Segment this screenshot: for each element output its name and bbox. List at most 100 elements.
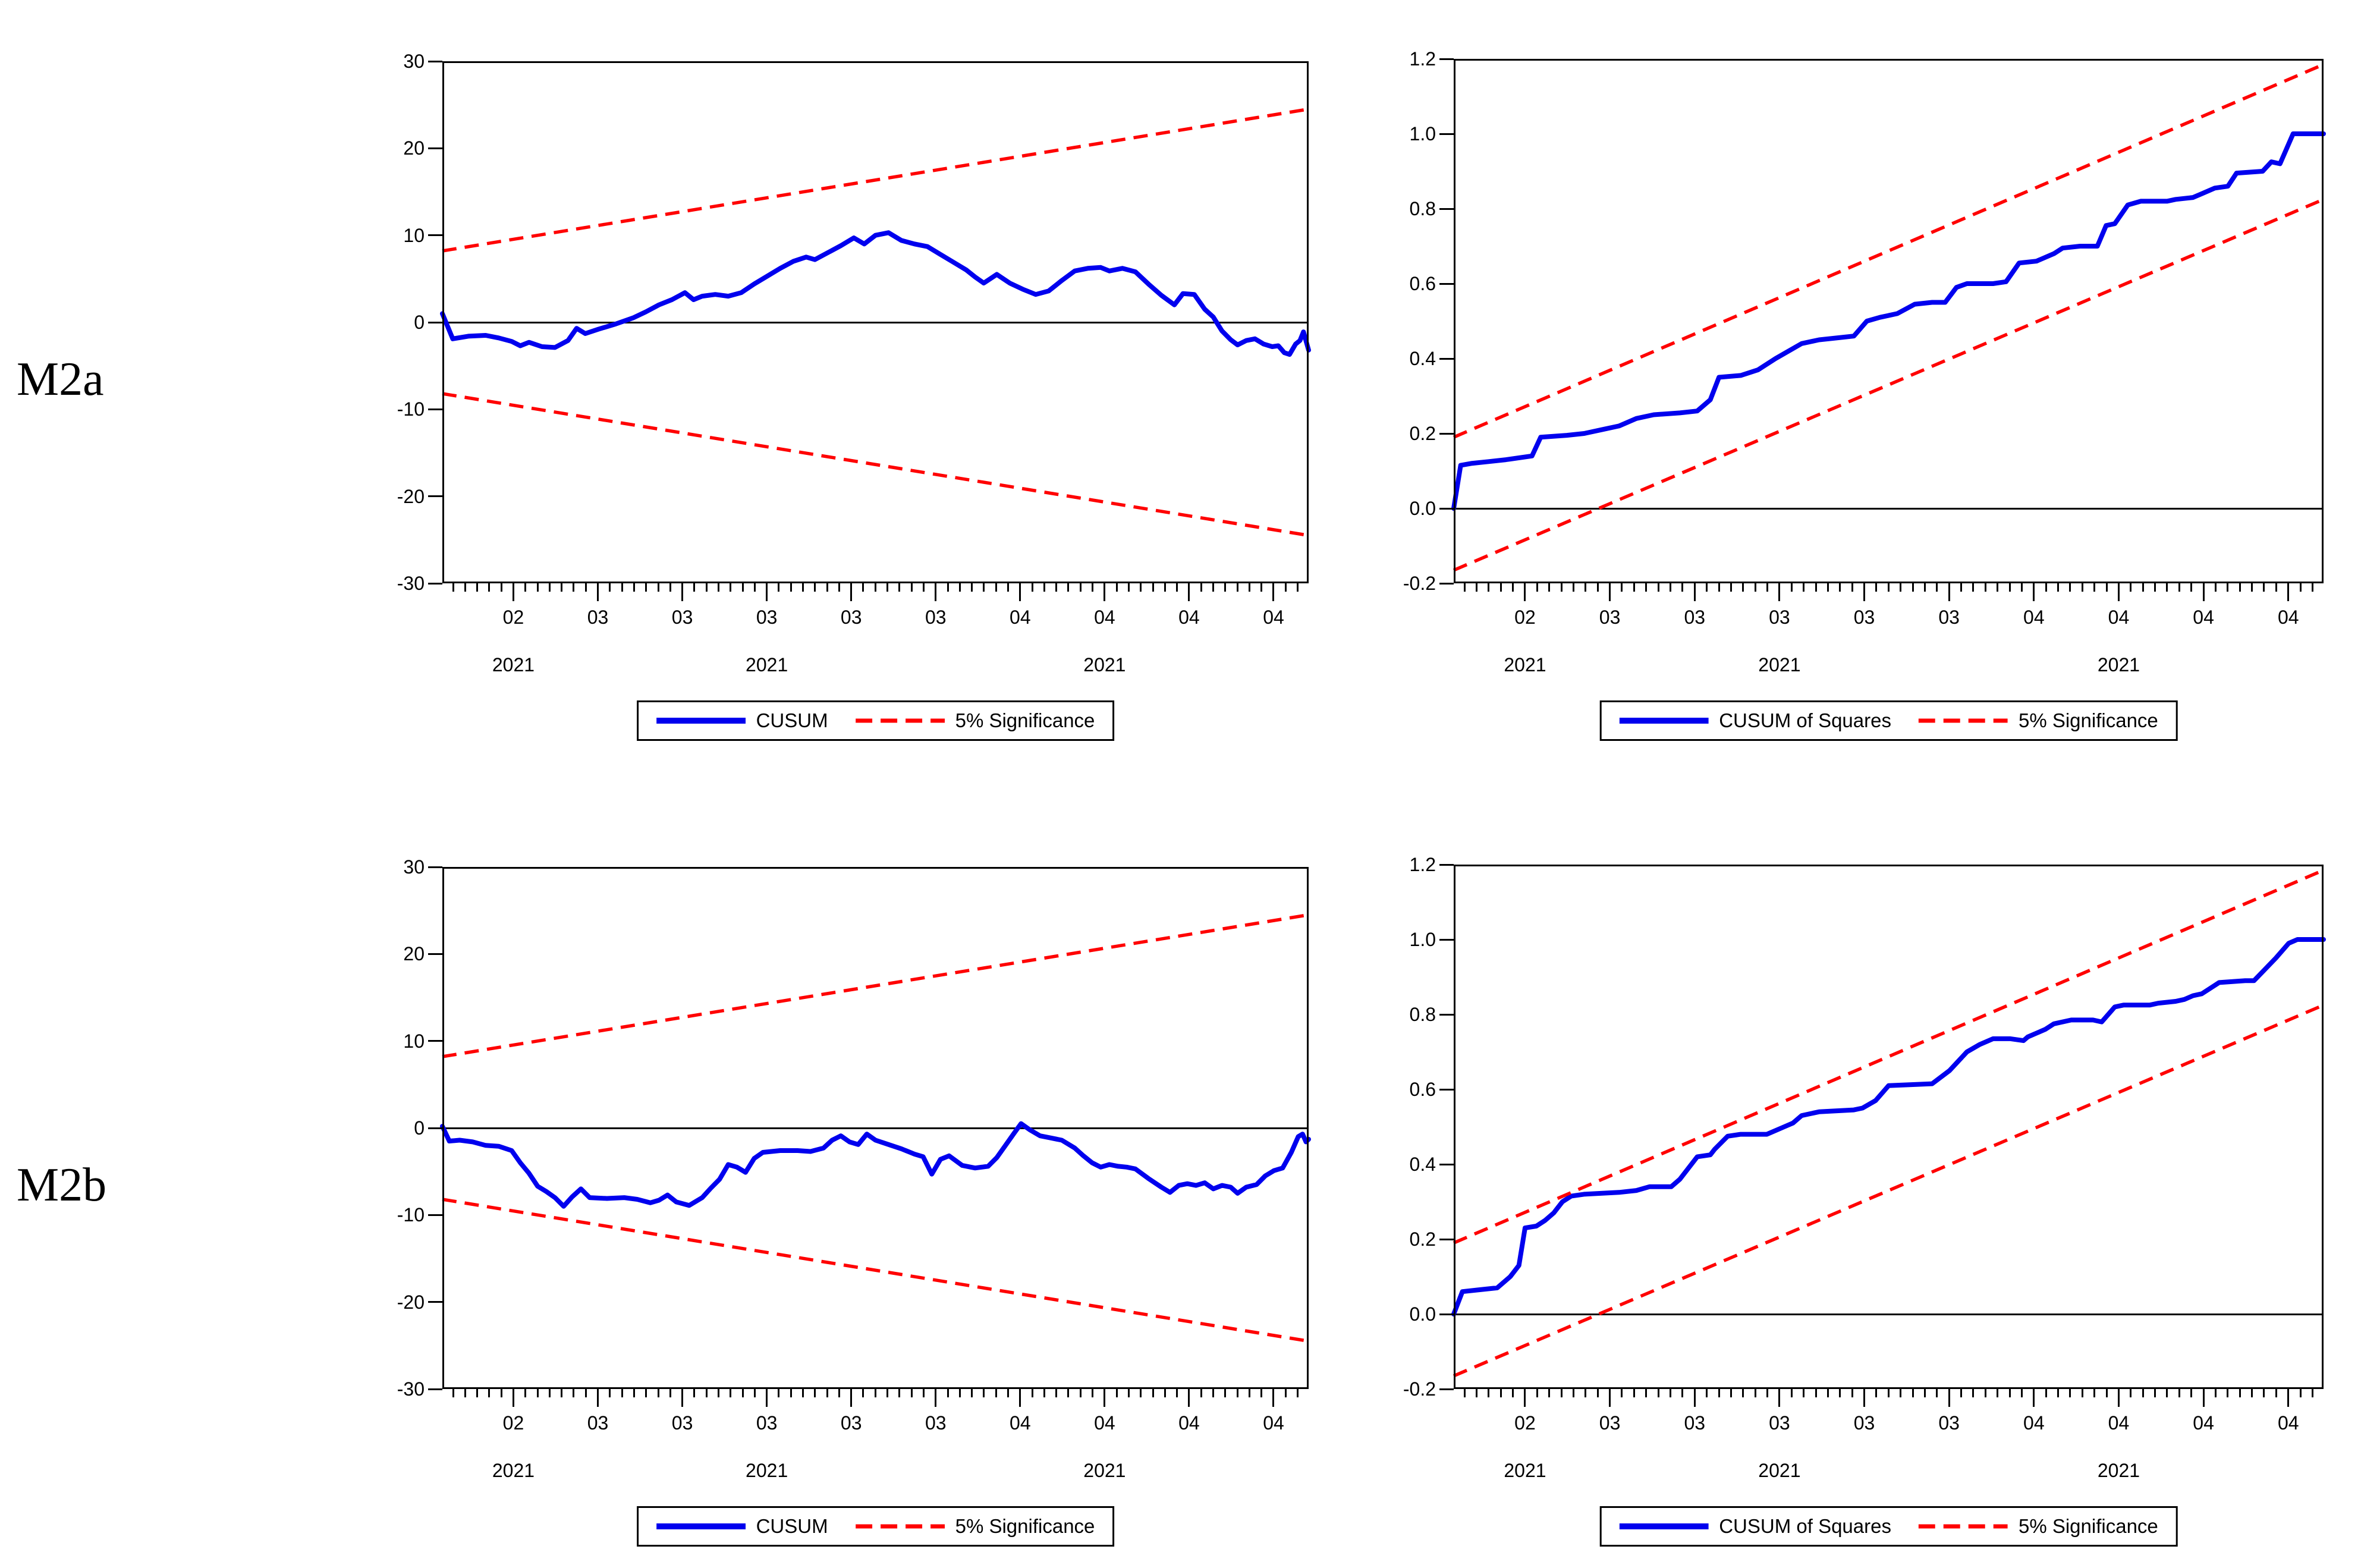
legend-label: CUSUM <box>756 709 828 731</box>
legend-dashed-line-sample <box>1918 1524 2008 1529</box>
x-axis-label: 03 <box>1769 1412 1790 1434</box>
x-axis-major-tick <box>2033 1389 2035 1407</box>
x-axis-year-label: 2021 <box>1758 654 1801 675</box>
legend-solid-line-sample <box>656 1523 746 1529</box>
x-axis-year-label: 2021 <box>1758 1460 1801 1481</box>
x-axis-minor-tick <box>814 583 816 592</box>
x-axis-year-label: 2021 <box>1083 654 1126 675</box>
x-axis-major-tick <box>597 1389 599 1407</box>
x-axis-minor-tick <box>1766 1389 1769 1397</box>
y-axis-tick <box>428 147 442 149</box>
x-axis-minor-tick <box>862 1389 864 1397</box>
x-axis-minor-tick <box>1730 583 1732 592</box>
x-axis-minor-tick <box>717 1389 719 1397</box>
x-axis-minor-tick <box>2239 1389 2241 1397</box>
x-axis-year-label: 2021 <box>1504 654 1546 675</box>
x-axis-major-tick <box>1609 1389 1611 1407</box>
x-axis-minor-tick <box>1706 1389 1708 1397</box>
y-axis-tick <box>1439 1388 1454 1390</box>
x-axis-minor-tick <box>1984 583 1986 592</box>
legend-item: CUSUM <box>656 710 828 731</box>
x-axis-minor-tick <box>1536 1389 1538 1397</box>
x-axis-label: 04 <box>2108 1412 2130 1434</box>
x-axis-minor-tick <box>500 583 502 592</box>
x-axis-minor-tick <box>2312 1389 2313 1397</box>
x-axis-minor-tick <box>2178 583 2180 592</box>
x-axis-minor-tick <box>1803 583 1805 592</box>
x-axis-minor-tick <box>2166 583 2168 592</box>
x-axis-minor-tick <box>1499 583 1502 592</box>
x-axis-minor-tick <box>2130 583 2132 592</box>
x-axis-minor-tick <box>886 583 889 592</box>
x-axis-minor-tick <box>1164 583 1166 592</box>
legend-item: 5% Significance <box>855 1516 1095 1537</box>
x-axis-minor-tick <box>802 1389 804 1397</box>
x-axis-label: 04 <box>2277 607 2299 628</box>
x-axis-major-tick <box>1863 1389 1866 1407</box>
x-axis-minor-tick <box>452 583 454 592</box>
x-axis-minor-tick <box>524 583 527 592</box>
x-axis-major-tick <box>1778 1389 1781 1407</box>
x-axis-minor-tick <box>1657 583 1659 592</box>
x-axis-minor-tick <box>910 1389 913 1397</box>
x-axis-minor-tick <box>1560 1389 1563 1397</box>
x-axis-minor-tick <box>1887 583 1890 592</box>
y-axis-tick <box>428 1040 442 1042</box>
series-line-5-significance-lower <box>442 392 1309 538</box>
x-axis-minor-tick <box>1463 1389 1466 1397</box>
y-axis-label: 0.6 <box>1409 273 1436 294</box>
x-axis-minor-tick <box>2069 1389 2071 1397</box>
x-axis-minor-tick <box>1140 1389 1142 1397</box>
x-axis-major-tick <box>1104 583 1106 601</box>
x-axis-label: 03 <box>925 607 947 628</box>
x-axis-minor-tick <box>1043 1389 1045 1397</box>
y-axis-label: -20 <box>397 485 425 507</box>
x-axis-minor-tick <box>995 583 997 592</box>
y-axis-tick <box>428 1301 442 1303</box>
x-axis-minor-tick <box>1092 583 1094 592</box>
x-axis-minor-tick <box>2105 583 2108 592</box>
x-axis-minor-tick <box>1645 1389 1648 1397</box>
x-axis-major-tick <box>2287 583 2290 601</box>
x-axis-minor-tick <box>922 583 925 592</box>
x-axis-label: 04 <box>2023 1412 2045 1434</box>
x-axis-minor-tick <box>1499 1389 1502 1397</box>
x-axis-minor-tick <box>2154 1389 2156 1397</box>
x-axis-minor-tick <box>2239 583 2241 592</box>
x-axis-minor-tick <box>778 583 780 592</box>
x-axis-minor-tick <box>609 1389 611 1397</box>
x-axis-minor-tick <box>802 583 804 592</box>
x-axis-label: 03 <box>840 607 862 628</box>
y-axis-tick <box>428 866 442 868</box>
x-axis-minor-tick <box>741 1389 744 1397</box>
x-axis-minor-tick <box>1839 1389 1841 1397</box>
x-axis-label: 03 <box>756 1412 778 1434</box>
x-axis-minor-tick <box>1851 583 1853 592</box>
y-axis-tick <box>428 60 442 62</box>
x-axis-minor-tick <box>1212 583 1215 592</box>
x-axis-minor-tick <box>753 583 756 592</box>
x-axis-major-tick <box>1693 1389 1696 1407</box>
x-axis-minor-tick <box>1815 583 1817 592</box>
x-axis-minor-tick <box>1031 583 1033 592</box>
x-axis-minor-tick <box>1560 583 1563 592</box>
x-axis-minor-tick <box>1839 583 1841 592</box>
y-axis-label: -10 <box>397 398 425 420</box>
x-axis-minor-tick <box>1055 583 1058 592</box>
chart-cusum-m2b: 30 20 10 0 -10 -20 -30 02 03 03 03 03 03 04 04 04 04 2021… <box>397 856 1311 1547</box>
y-axis-label: -10 <box>397 1204 425 1226</box>
x-axis-minor-tick <box>476 1389 479 1397</box>
legend-box: CUSUM of Squares 5% Significance <box>1599 700 2178 741</box>
x-axis-major-tick <box>512 583 514 601</box>
y-axis-label: -20 <box>397 1291 425 1313</box>
x-axis-minor-tick <box>958 583 961 592</box>
x-axis-minor-tick <box>1826 583 1829 592</box>
series-line-5-significance-lower <box>442 1198 1309 1343</box>
x-axis-minor-tick <box>1152 1389 1154 1397</box>
x-axis-label: 04 <box>1010 607 1031 628</box>
x-axis-minor-tick <box>2214 1389 2217 1397</box>
x-axis-minor-tick <box>1140 583 1142 592</box>
x-axis-minor-tick <box>2154 583 2156 592</box>
x-axis-major-tick <box>1188 1389 1190 1407</box>
x-axis-label: 03 <box>587 1412 609 1434</box>
